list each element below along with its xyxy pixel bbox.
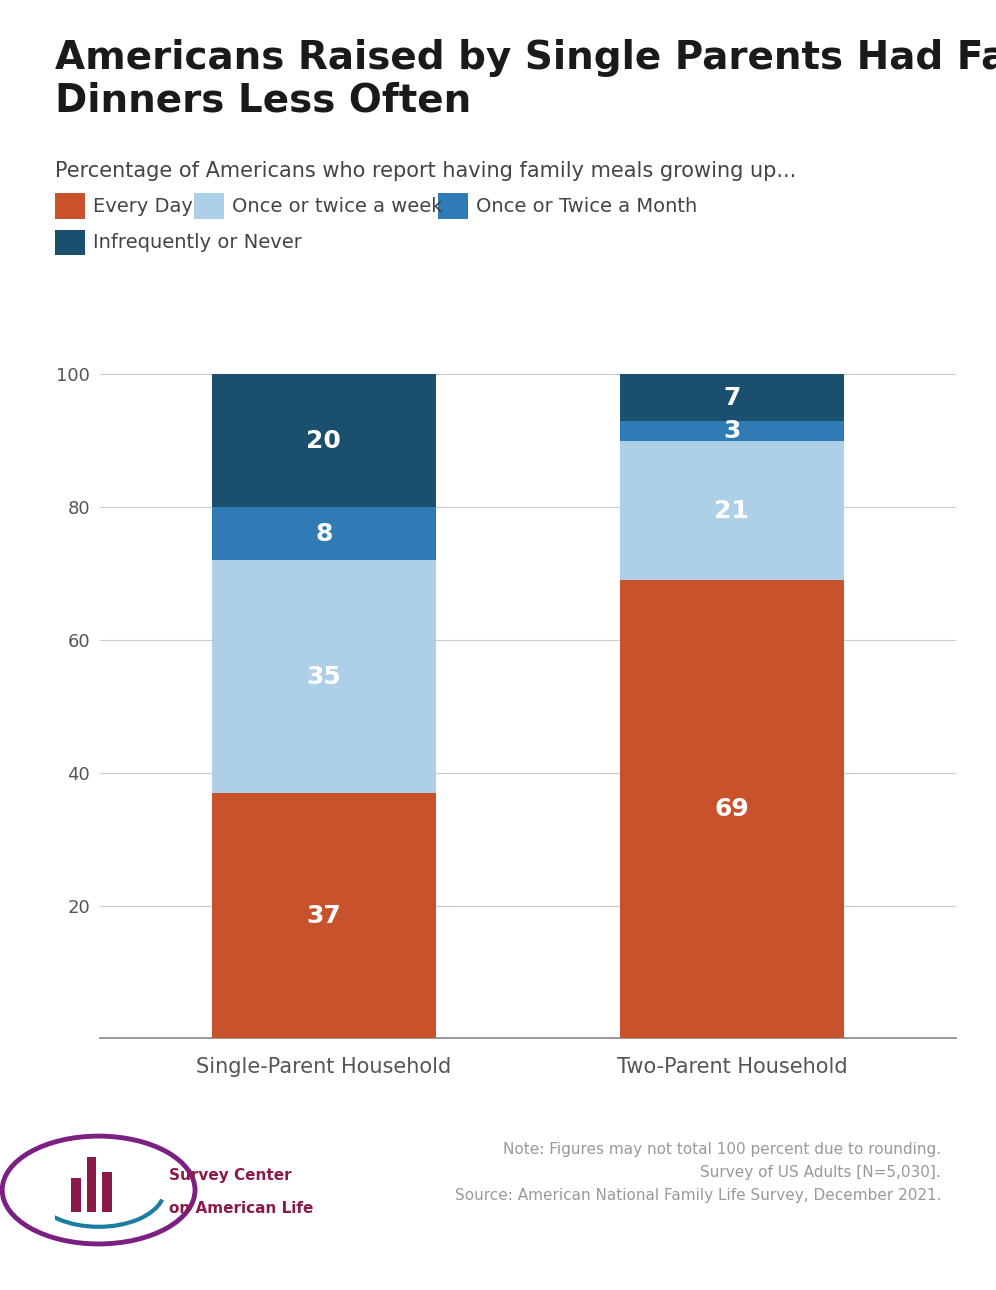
Text: 35: 35	[307, 664, 342, 689]
Text: Note: Figures may not total 100 percent due to rounding.
Survey of US Adults [N=: Note: Figures may not total 100 percent …	[455, 1142, 941, 1204]
Bar	[72, 1178, 81, 1213]
Text: 21: 21	[714, 499, 749, 522]
Bar	[87, 1157, 97, 1213]
Bar	[620, 580, 844, 1038]
Text: on American Life: on American Life	[168, 1201, 313, 1216]
Bar	[212, 560, 436, 793]
Text: Percentage of Americans who report having family meals growing up...: Percentage of Americans who report havin…	[55, 161, 796, 182]
Text: 37: 37	[307, 903, 342, 928]
Text: Every Day: Every Day	[93, 197, 192, 215]
Text: ∼∼: ∼∼	[86, 1219, 112, 1235]
Text: Survey Center: Survey Center	[168, 1167, 292, 1183]
Text: 69: 69	[714, 797, 749, 822]
Bar	[620, 441, 844, 580]
Text: Infrequently or Never: Infrequently or Never	[93, 233, 302, 252]
Bar	[620, 374, 844, 421]
Bar	[212, 507, 436, 560]
Bar	[102, 1171, 112, 1213]
Text: 20: 20	[307, 428, 342, 453]
Bar	[212, 374, 436, 507]
Text: Americans Raised by Single Parents Had Family
Dinners Less Often: Americans Raised by Single Parents Had F…	[55, 39, 996, 119]
Text: Once or twice a week: Once or twice a week	[232, 197, 442, 215]
Bar	[620, 421, 844, 441]
Text: 3: 3	[723, 419, 740, 442]
Text: 8: 8	[316, 522, 333, 546]
Text: 7: 7	[723, 386, 740, 410]
Bar	[212, 793, 436, 1038]
Text: Once or Twice a Month: Once or Twice a Month	[476, 197, 697, 215]
